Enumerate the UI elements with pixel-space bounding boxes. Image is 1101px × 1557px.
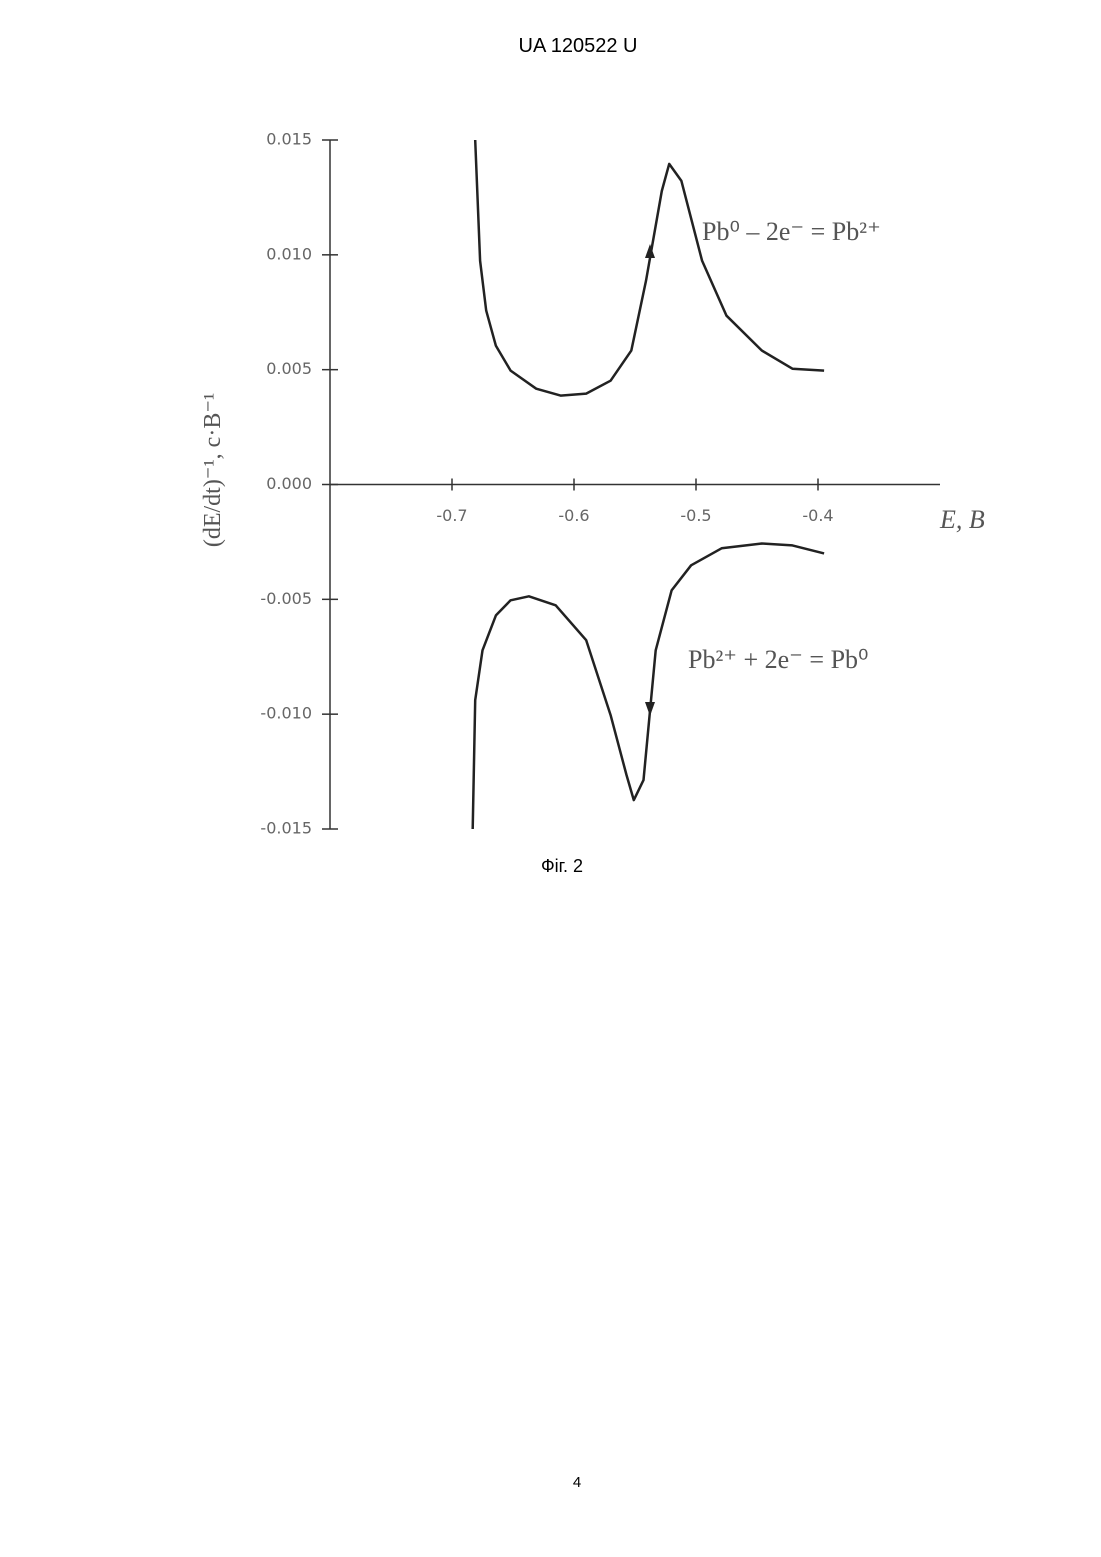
x-tick-label: -0.6 xyxy=(558,506,589,525)
y-tick-label: -0.005 xyxy=(260,589,312,608)
y-tick-label: 0.015 xyxy=(266,130,312,149)
x-tick-label: -0.7 xyxy=(436,506,467,525)
caption: Фіг. 2 xyxy=(541,856,583,876)
y-tick-label: -0.015 xyxy=(260,819,312,838)
x-tick-label: -0.4 xyxy=(802,506,833,525)
x-tick-label: -0.5 xyxy=(680,506,711,525)
x-axis-label: E, B xyxy=(939,505,985,534)
y-tick-label: 0.010 xyxy=(266,244,312,263)
y-axis-label: (dE/dt)⁻¹, с·В⁻¹ xyxy=(200,393,226,547)
y-tick-label: -0.010 xyxy=(260,704,312,723)
y-tick-label: 0.000 xyxy=(266,474,312,493)
data-line xyxy=(473,544,824,830)
data-line xyxy=(475,140,824,396)
y-tick-label: 0.005 xyxy=(266,359,312,378)
page: UA 120522 U Фіг. 2 4 E, B (dE/dt)⁻¹, с·В… xyxy=(0,0,1101,1557)
annotation: Pb²⁺ + 2e⁻ = Pb⁰ xyxy=(688,645,868,674)
header: UA 120522 U xyxy=(519,35,638,57)
page-number: 4 xyxy=(573,1474,581,1491)
annotation: Pb⁰ – 2e⁻ = Pb²⁺ xyxy=(702,217,881,246)
